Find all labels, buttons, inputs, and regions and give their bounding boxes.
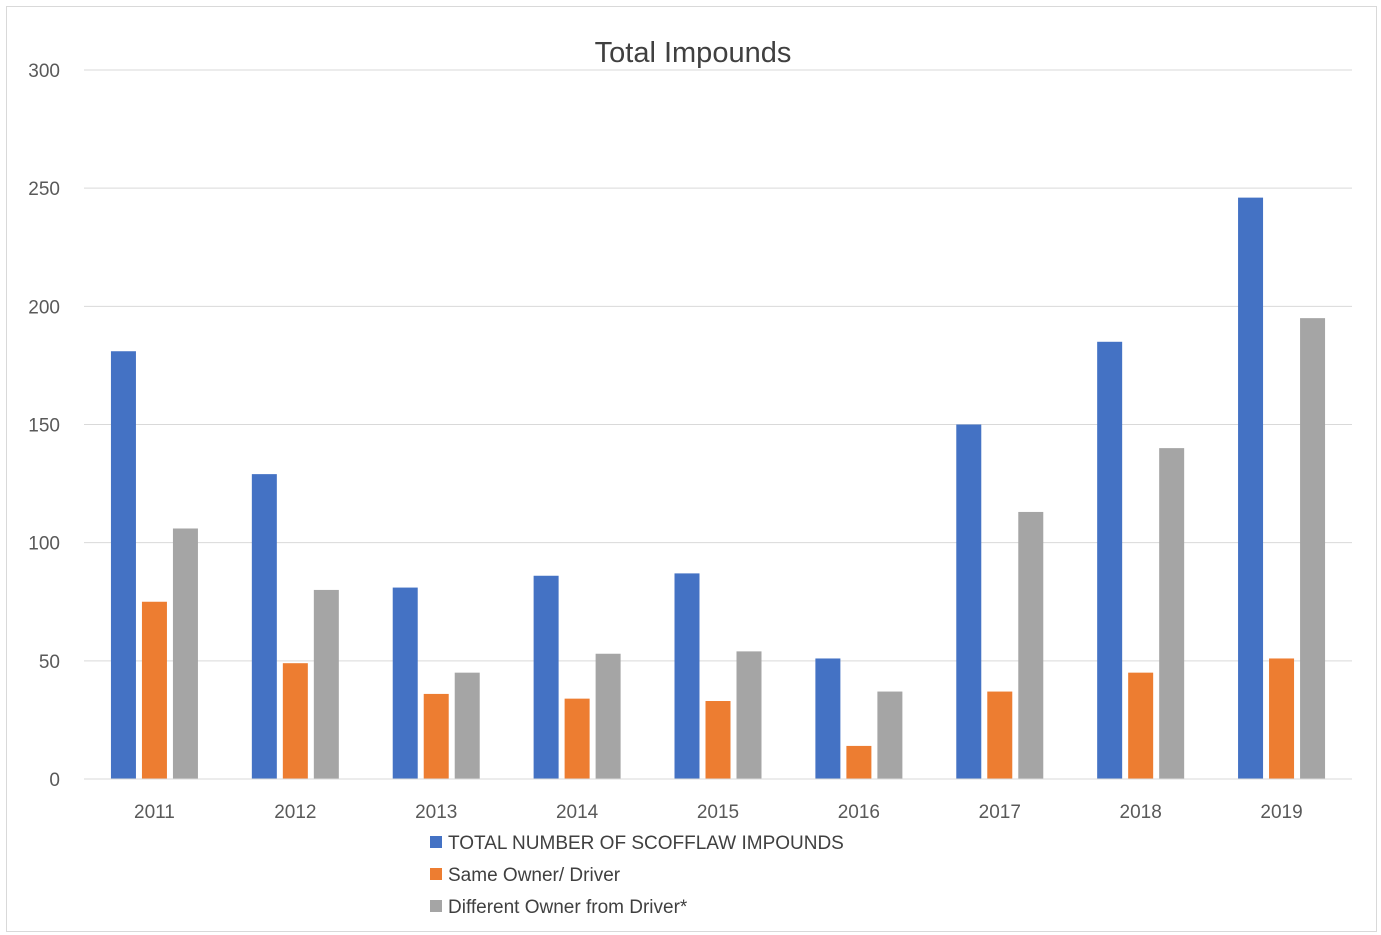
bar-2018-series-3 xyxy=(1159,448,1185,779)
bar-2012-series-1 xyxy=(251,474,277,779)
x-tick-label: 2013 xyxy=(415,802,457,823)
x-tick-label: 2018 xyxy=(1120,802,1162,823)
legend-item: Same Owner/ Driver xyxy=(430,865,621,886)
bar-2019-series-1 xyxy=(1238,197,1264,779)
y-tick-label: 150 xyxy=(28,416,60,437)
bar-2014-series-2 xyxy=(564,698,590,779)
bar-2017-series-1 xyxy=(956,424,982,779)
bar-2014-series-3 xyxy=(595,653,621,779)
x-axis: 2011 2012 2013 2014 2015 2016 2017 2018 2019 xyxy=(84,778,1352,823)
bar-2013-series-1 xyxy=(392,587,418,779)
legend-swatch xyxy=(430,900,442,912)
y-tick-label: 200 xyxy=(28,297,60,318)
x-tick-label: 2015 xyxy=(697,802,739,823)
bar-2015-series-3 xyxy=(736,651,762,779)
bar-2013-series-3 xyxy=(454,672,480,779)
bar-2015-series-2 xyxy=(705,701,731,779)
y-axis: 0 50 100 150 200 250 300 xyxy=(28,61,60,791)
x-tick-label: 2011 xyxy=(134,802,175,823)
bar-2012-series-3 xyxy=(313,589,339,779)
y-tick-label: 0 xyxy=(49,770,60,791)
legend-label: Different Owner from Driver* xyxy=(448,897,688,918)
x-tick-label: 2016 xyxy=(838,802,880,823)
bar-2016-series-2 xyxy=(846,745,872,779)
legend-swatch xyxy=(430,836,442,848)
chart-title: Total Impounds xyxy=(595,37,792,69)
bar-2011-series-2 xyxy=(141,601,167,779)
bar-2016-series-1 xyxy=(815,658,841,779)
legend-item: TOTAL NUMBER OF SCOFFLAW IMPOUNDS xyxy=(430,833,844,854)
x-tick-label: 2017 xyxy=(979,802,1021,823)
bar-2016-series-3 xyxy=(877,691,903,779)
x-tick-label: 2019 xyxy=(1260,802,1302,823)
bar-2019-series-3 xyxy=(1300,318,1326,779)
x-tick-label: 2014 xyxy=(556,802,599,823)
bar-2012-series-2 xyxy=(282,663,308,779)
bar-2015-series-1 xyxy=(674,573,700,779)
x-tick-label: 2012 xyxy=(274,802,316,823)
bar-2014-series-1 xyxy=(533,575,559,779)
legend-label: Same Owner/ Driver xyxy=(448,865,621,886)
bars xyxy=(110,197,1326,779)
legend-label: TOTAL NUMBER OF SCOFFLAW IMPOUNDS xyxy=(448,833,844,854)
y-tick-label: 50 xyxy=(39,652,60,673)
bar-2018-series-2 xyxy=(1128,672,1154,779)
bar-2019-series-2 xyxy=(1269,658,1295,779)
bar-2011-series-1 xyxy=(110,351,136,779)
bar-2011-series-3 xyxy=(172,528,198,779)
y-tick-label: 100 xyxy=(28,534,60,555)
bar-2017-series-2 xyxy=(987,691,1013,779)
legend-item: Different Owner from Driver* xyxy=(430,897,688,918)
y-tick-label: 300 xyxy=(28,61,60,82)
y-tick-label: 250 xyxy=(28,179,60,200)
bar-2013-series-2 xyxy=(423,693,449,779)
bar-2018-series-1 xyxy=(1097,341,1123,779)
bar-2017-series-3 xyxy=(1018,511,1044,779)
legend: TOTAL NUMBER OF SCOFFLAW IMPOUNDS Same Ow… xyxy=(430,833,844,918)
legend-swatch xyxy=(430,868,442,880)
